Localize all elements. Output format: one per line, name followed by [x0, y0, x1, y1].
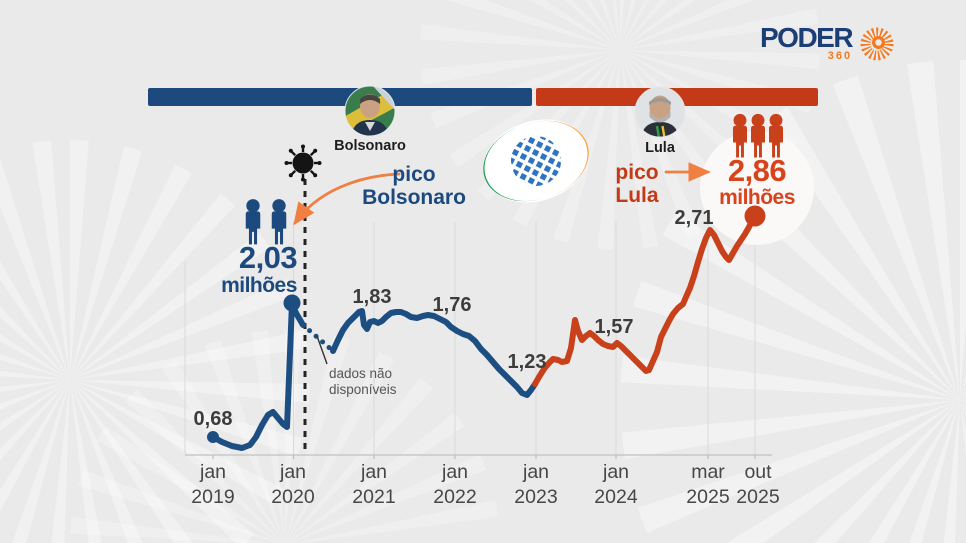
inss-logo: [483, 119, 589, 203]
pico-bolsonaro-annotation: pico Bolsonaro: [350, 163, 478, 209]
people-icons-blue: [245, 199, 287, 245]
x-tick-out-2025: out 2025: [736, 461, 780, 508]
timeline-bar-bolsonaro: [148, 88, 532, 106]
x-tick-jan-2021: jan 2021: [352, 461, 396, 508]
pico-bolsonaro-line2: Bolsonaro: [362, 186, 466, 209]
x-tick-mar-2025: mar 2025: [686, 461, 730, 508]
poder360-logo: PODER 360: [760, 24, 897, 63]
peak-bolsonaro-unit: milhões: [221, 274, 297, 297]
x-tick-jan-2022: jan 2022: [433, 461, 477, 508]
pico-bolsonaro-line1: pico: [392, 163, 436, 186]
bolsonaro-name-label: Bolsonaro: [334, 138, 406, 154]
pico-lula-line1: pico: [615, 161, 659, 184]
poder-360-sub: 360: [827, 50, 853, 62]
peak-bolsonaro-value: 2,03: [238, 240, 298, 275]
pico-lula-line2: Lula: [615, 184, 659, 207]
peak-lula-value: 2,86: [727, 153, 787, 188]
no-data-line2: disponíveis: [329, 382, 397, 397]
data-label-271: 2,71: [674, 207, 714, 229]
pico-lula-annotation: pico Lula: [585, 161, 689, 207]
x-tick-jan-2024: jan 2024: [594, 461, 638, 508]
x-tick-jan-2020: jan 2020: [271, 461, 315, 508]
data-label-183: 1,83: [352, 286, 392, 308]
peak-lula-unit: milhões: [719, 186, 795, 209]
data-label-123: 1,23: [507, 351, 547, 373]
x-tick-jan-2023: jan 2023: [514, 461, 558, 508]
x-tick-jan-2019: jan 2019: [191, 461, 235, 508]
no-data-line1: dados não: [329, 366, 393, 381]
lula-name-label: Lula: [645, 140, 675, 156]
data-label-068: 0,68: [193, 408, 233, 430]
lula-avatar: [634, 86, 686, 138]
coronavirus-icon: [284, 144, 322, 182]
poder-sunburst-icon: [860, 27, 894, 61]
no-data-note: dados não disponíveis: [329, 366, 397, 398]
poder-wordmark: PODER: [760, 22, 854, 53]
bolsonaro-avatar: [344, 85, 396, 137]
data-label-157: 1,57: [594, 316, 634, 338]
data-label-176: 1,76: [432, 294, 472, 316]
